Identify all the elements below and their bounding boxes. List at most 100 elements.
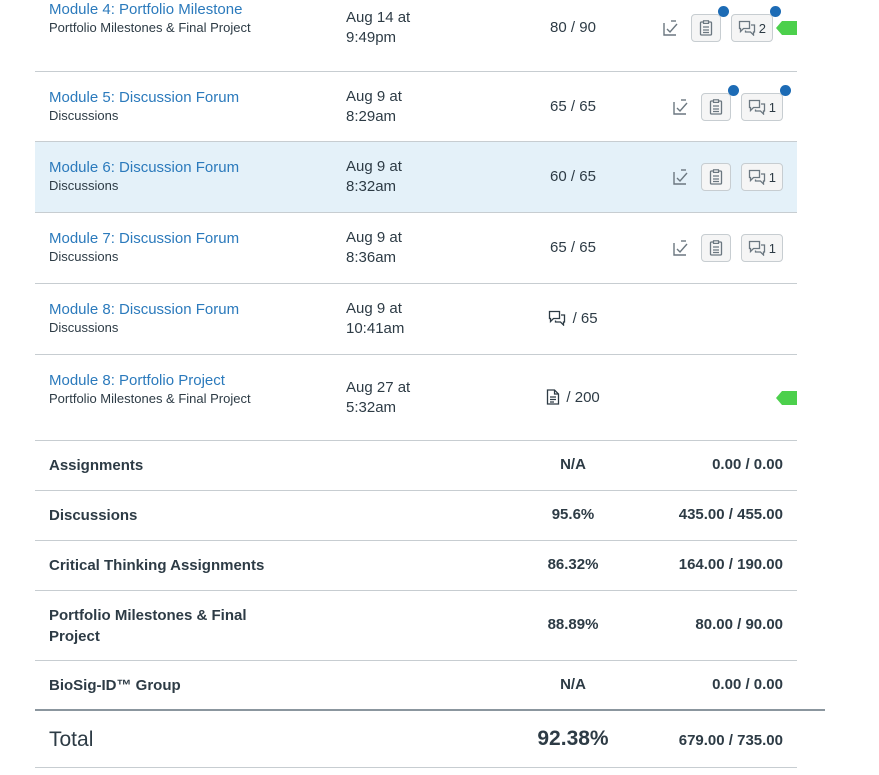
comments-button[interactable]: 2 [730,6,781,42]
due-time-line: 10:41am [346,320,405,337]
due-date: Aug 9 at 10:41am [346,299,404,339]
unread-indicator [727,85,739,96]
unread-indicator [717,6,729,17]
comment-count: 1 [768,240,776,256]
rubric-button[interactable] [700,234,731,262]
due-date-line: Aug 27 at [346,379,411,396]
assignment-title-cell: Module 8: Portfolio Project Portfolio Mi… [49,371,279,408]
unread-indicator [780,85,791,96]
row-actions: 1 [671,161,783,193]
score-value: 65 [550,239,567,256]
group-name: Assignments [49,457,144,474]
due-date: Aug 14 at 9:49pm [346,8,410,48]
due-date: Aug 27 at 5:32am [346,378,410,418]
score: 80 / 90 [525,19,621,36]
group-points: 80.00 / 90.00 [695,616,783,633]
what-if-grade-icon[interactable] [661,18,681,38]
total-percent: 92.38% [537,727,609,750]
group-percent: N/A [560,456,586,473]
assignment-link[interactable]: Module 4: Portfolio Milestone [49,1,243,18]
score-value: 65 [550,98,567,115]
rubric-button[interactable] [690,6,729,42]
assignment-group: Discussions [49,320,119,335]
row-actions: 1 [671,85,791,123]
score: / 200 [525,389,621,406]
group-name: Portfolio Milestones & Final Project [49,607,247,645]
points-possible: / 65 [572,310,598,327]
assignment-group: Discussions [49,108,119,123]
group-name: Discussions [49,507,138,524]
due-date: Aug 9 at 8:32am [346,157,402,197]
assignment-row: Module 6: Discussion Forum Discussions A… [35,142,797,213]
assignment-row: Module 8: Discussion Forum Discussions A… [35,284,797,355]
score-value: 60 [550,168,567,185]
comments-button[interactable]: 1 [740,163,783,191]
assignment-link[interactable]: Module 7: Discussion Forum [49,230,240,247]
due-date: Aug 9 at 8:36am [346,228,402,268]
due-date-line: Aug 14 at [346,9,411,26]
due-date-line: Aug 9 at [346,229,402,246]
due-time-line: 9:49pm [346,29,397,46]
assignment-row: Module 5: Discussion Forum Discussions A… [35,72,797,142]
assignment-group: Discussions [49,249,119,264]
assignment-link[interactable]: Module 6: Discussion Forum [49,159,240,176]
group-points: 0.00 / 0.00 [712,456,783,473]
assignment-title-cell: Module 5: Discussion Forum Discussions [49,88,279,125]
points-possible: / 65 [570,98,596,115]
assignment-link[interactable]: Module 8: Discussion Forum [49,301,240,318]
comments-icon [738,20,755,36]
due-date-line: Aug 9 at [346,300,402,317]
row-actions: 1 [671,232,783,264]
rubric-icon [709,240,722,256]
comments-icon [748,99,765,115]
score: 65 / 65 [525,239,621,256]
what-if-grade-icon[interactable] [671,238,691,258]
grades-table: Module 4: Portfolio Milestone Portfolio … [35,0,825,711]
comments-icon [748,240,765,256]
group-percent: 95.6% [551,506,595,523]
assignment-row: Module 8: Portfolio Project Portfolio Mi… [35,355,797,441]
group-total-row: Critical Thinking Assignments 86.32% 164… [35,541,797,591]
group-total-row: Discussions 95.6% 435.00 / 455.00 [35,491,797,541]
assignment-row: Module 7: Discussion Forum Discussions A… [35,213,797,284]
assignment-link[interactable]: Module 5: Discussion Forum [49,89,240,106]
due-time-line: 8:32am [346,178,397,195]
comment-count: 1 [768,99,776,115]
rubric-icon [709,169,722,185]
assignment-link[interactable]: Module 8: Portfolio Project [49,372,225,389]
due-time-line: 5:32am [346,399,397,416]
unread-indicator [770,6,781,17]
score: / 65 [525,310,621,327]
group-total-row: Assignments N/A 0.00 / 0.00 [35,441,797,491]
group-total-row: BioSig-ID™ Group N/A 0.00 / 0.00 [35,661,797,711]
what-if-grade-icon[interactable] [671,97,691,117]
final-total-row: Total 92.38% 679.00 / 735.00 [35,711,797,768]
assignment-title-cell: Module 8: Discussion Forum Discussions [49,300,279,337]
due-date-line: Aug 9 at [346,88,402,105]
comments-button[interactable]: 1 [740,85,791,121]
group-points: 164.00 / 190.00 [678,556,783,573]
what-if-grade-icon[interactable] [671,167,691,187]
total-label: Total [49,728,94,751]
rubric-button[interactable] [700,163,731,191]
row-actions: 2 [661,6,781,44]
points-possible: / 200 [566,389,600,406]
comment-count: 2 [758,20,766,36]
assignment-title-cell: Module 4: Portfolio Milestone Portfolio … [49,0,279,37]
assignment-group: Discussions [49,178,119,193]
rubric-icon [709,99,722,115]
comments-button[interactable]: 1 [740,234,783,262]
points-possible: / 90 [570,19,596,36]
points-possible: / 65 [570,168,596,185]
score: 60 / 65 [525,168,621,185]
group-percent: 88.89% [547,616,599,633]
assignment-group: Portfolio Milestones & Final Project [49,20,251,35]
document-icon [547,389,560,405]
rubric-icon [699,20,712,36]
rubric-button[interactable] [700,85,739,121]
group-percent: 86.32% [547,556,599,573]
total-points: 679.00 / 735.00 [678,732,783,749]
points-possible: / 65 [570,239,596,256]
group-percent: N/A [560,676,586,693]
assignment-title-cell: Module 6: Discussion Forum Discussions [49,158,279,195]
